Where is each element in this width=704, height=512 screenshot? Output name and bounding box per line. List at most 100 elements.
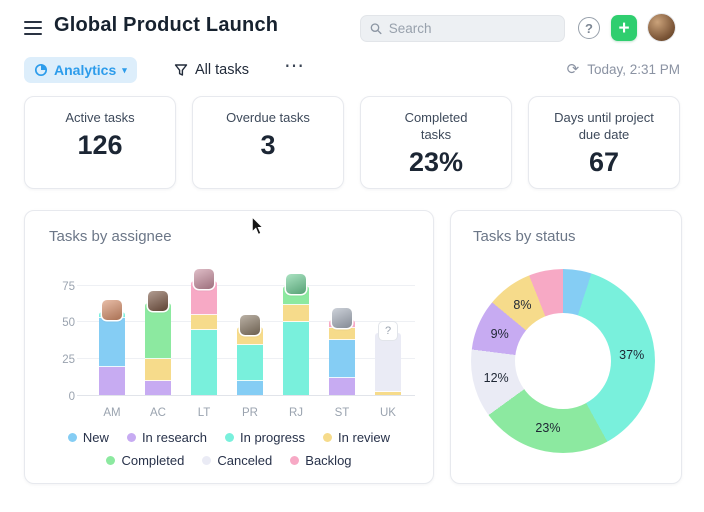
- legend-item: New: [67, 430, 109, 445]
- assignee-avatar: [286, 273, 306, 294]
- assignee-avatar: [194, 269, 214, 290]
- stat-card-active-tasks: Active tasks 126: [24, 96, 176, 189]
- bar-chart-plot: 0 25 50 75 AM AC LT PR RJ ST? UK: [62, 269, 415, 419]
- stat-label: Overdue tasks: [226, 110, 310, 125]
- y-axis-label: 25: [62, 354, 75, 367]
- refresh-icon[interactable]: ⟳: [566, 61, 580, 78]
- donut-chart: 37% 23% 12% 9% 8%: [471, 269, 655, 453]
- help-button[interactable]: ?: [578, 17, 600, 39]
- assignee-avatar: ?: [378, 320, 398, 341]
- x-axis-label: AM: [103, 407, 121, 419]
- bar-segment: [99, 366, 125, 396]
- y-axis-label: 0: [68, 391, 75, 403]
- question-icon: ?: [585, 20, 593, 36]
- stats-row: Active tasks 126 Overdue tasks 3 Complet…: [24, 96, 680, 189]
- bar-segment: [375, 391, 401, 396]
- legend-dot: [126, 433, 136, 442]
- more-button[interactable]: ⋯: [284, 55, 305, 77]
- pie-chart-icon: [34, 63, 48, 77]
- legend-row: New In research In progress In review: [67, 430, 390, 445]
- search-input[interactable]: [388, 21, 555, 36]
- bar-segment: [329, 340, 355, 379]
- bar-segment: [145, 303, 171, 360]
- legend-item: Canceled: [202, 453, 272, 468]
- analytics-dropdown[interactable]: Analytics ▾: [24, 57, 137, 83]
- bar-segment: [329, 378, 355, 396]
- bar-segment: [329, 328, 355, 341]
- stat-value: 126: [77, 129, 123, 160]
- legend-label: In review: [338, 430, 391, 445]
- stat-value: 67: [588, 146, 620, 177]
- stat-card-completed-tasks: Completed tasks 23%: [360, 96, 512, 189]
- assignee-avatar: [332, 307, 352, 328]
- donut-percent-label: 8%: [513, 298, 532, 313]
- stat-card-overdue-tasks: Overdue tasks 3: [192, 96, 344, 189]
- bar-segment: [145, 359, 171, 382]
- legend-label: Completed: [121, 453, 185, 468]
- search-icon: [370, 23, 382, 35]
- stacked-bar-AC: [145, 303, 171, 396]
- bar-segment: [191, 315, 217, 330]
- y-axis-label: 50: [62, 317, 75, 330]
- donut-hole: [515, 313, 611, 409]
- bar-segment: [375, 332, 401, 392]
- bar-segment: [145, 381, 171, 396]
- legend-item: In progress: [224, 430, 306, 445]
- all-tasks-filter[interactable]: All tasks: [174, 57, 249, 83]
- stacked-bar-AM: [99, 312, 125, 396]
- legend-dot: [224, 433, 234, 442]
- search-box[interactable]: [360, 15, 565, 42]
- page-title: Global Product Launch: [54, 14, 279, 36]
- legend-dot: [67, 433, 77, 442]
- gridline: [77, 284, 415, 286]
- legend-dot: [106, 456, 116, 465]
- analytics-label: Analytics: [54, 62, 117, 78]
- legend-row: Completed Canceled Backlog: [106, 453, 352, 468]
- x-axis-label: UK: [380, 407, 396, 419]
- bar-chart-title: Tasks by assignee: [49, 228, 172, 245]
- legend-item: In review: [323, 430, 390, 445]
- stat-label: Days until project due date: [554, 110, 654, 142]
- stacked-bar-RJ: [283, 285, 309, 396]
- donut-percent-label: 37%: [619, 347, 645, 362]
- all-tasks-label: All tasks: [195, 62, 249, 78]
- menu-icon[interactable]: [24, 21, 42, 35]
- bar-segment: [237, 344, 263, 382]
- x-axis-label: PR: [242, 407, 258, 419]
- add-button[interactable]: +: [611, 15, 637, 41]
- timestamp: ⟳ Today, 2:31 PM: [567, 60, 680, 78]
- stacked-bar-ST: [329, 319, 355, 396]
- x-axis-label: ST: [334, 407, 350, 419]
- stat-label: Active tasks: [65, 110, 135, 125]
- legend-item: Backlog: [290, 453, 352, 468]
- legend-label: New: [82, 430, 109, 445]
- donut-percent-label: 9%: [490, 326, 509, 341]
- tasks-by-assignee-card: Tasks by assignee 0 25 50 75 AM AC LT PR RJ ST? UK…: [24, 210, 434, 484]
- donut-chart-title: Tasks by status: [473, 228, 576, 245]
- bar-segment: [99, 318, 125, 367]
- x-axis-label: LT: [197, 407, 211, 419]
- stacked-bar-PR: [237, 326, 263, 396]
- timestamp-label: Today, 2:31 PM: [587, 61, 680, 77]
- tasks-by-status-card: Tasks by status 37% 23% 12% 9% 8%: [450, 210, 682, 484]
- bar-segment: [283, 304, 309, 323]
- assignee-avatar: [148, 291, 168, 312]
- legend-label: In progress: [239, 430, 306, 445]
- legend-item: In research: [126, 430, 207, 445]
- y-axis-label: 75: [62, 280, 75, 293]
- bar-segment: [237, 381, 263, 396]
- stat-label: Completed tasks: [404, 110, 468, 142]
- x-axis-label: RJ: [288, 407, 304, 419]
- legend-item: Completed: [106, 453, 184, 468]
- user-avatar[interactable]: [648, 14, 675, 41]
- stat-value: 3: [260, 129, 276, 160]
- donut-percent-label: 12%: [483, 371, 509, 386]
- donut-percent-label: 23%: [535, 421, 561, 436]
- legend-dot: [202, 456, 212, 465]
- stat-value: 23%: [408, 146, 464, 177]
- bar-chart-legend: New In research In progress In review Comple…: [25, 430, 433, 468]
- bar-segment: [283, 322, 309, 396]
- x-axis-label: AC: [150, 407, 166, 419]
- chevron-down-icon: ▾: [122, 65, 127, 75]
